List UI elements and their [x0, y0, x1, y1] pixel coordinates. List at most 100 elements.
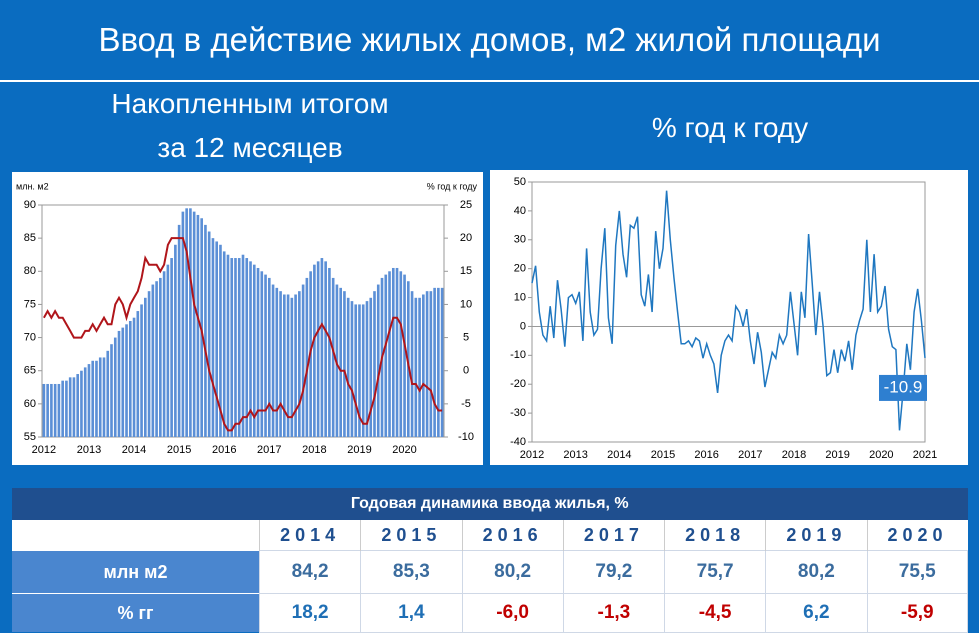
bar — [65, 380, 68, 437]
y-tick-label: 70 — [24, 331, 36, 343]
bar — [219, 244, 222, 437]
table-cell: -5,9 — [866, 593, 968, 633]
y-tick-label: 10 — [514, 291, 526, 303]
corner — [12, 520, 260, 551]
x-tick-label: 2019 — [347, 444, 371, 456]
bar — [399, 271, 403, 437]
y-tick-label: -10 — [510, 349, 526, 361]
bar — [241, 254, 245, 437]
table-cell: 79,2 — [562, 550, 666, 594]
bar — [98, 357, 102, 437]
bar — [226, 254, 230, 437]
bar — [102, 357, 106, 437]
bar — [358, 304, 361, 437]
column-header: 2018 — [663, 520, 766, 551]
bar — [117, 330, 121, 437]
bar — [298, 291, 301, 437]
y2-tick-label: -10 — [458, 431, 474, 443]
annotation: -10.9 — [884, 377, 923, 396]
y2-tick-label: 10 — [460, 298, 472, 310]
x-tick-label: 2012 — [520, 449, 544, 461]
bar — [369, 297, 373, 437]
x-tick-label: 2020 — [392, 444, 416, 456]
bar — [132, 317, 136, 437]
table-row: 2014 2015 2016 2017 2018 2019 2020 — [12, 520, 968, 551]
bar — [388, 271, 391, 437]
bar — [391, 267, 395, 437]
table-cell: 75,7 — [663, 550, 767, 594]
y2-tick-label: -5 — [461, 398, 471, 410]
bar — [53, 383, 57, 437]
bar — [433, 287, 436, 437]
bar — [294, 294, 297, 437]
table-cell: 75,5 — [866, 550, 968, 594]
bar — [174, 244, 177, 437]
column-header: 2020 — [866, 520, 968, 551]
bar — [264, 274, 267, 437]
y2-tick-label: 0 — [463, 365, 469, 377]
y-tick-label: -30 — [510, 407, 526, 419]
bar — [429, 291, 433, 437]
bar — [151, 284, 155, 437]
bar — [313, 264, 316, 437]
bar — [113, 337, 117, 437]
x-tick-label: 2014 — [607, 449, 631, 461]
x-tick-label: 2016 — [694, 449, 718, 461]
bar — [106, 350, 110, 437]
annotation-box — [879, 374, 927, 401]
bar — [425, 291, 429, 437]
y2-tick-label: 20 — [460, 232, 472, 244]
bar — [365, 301, 369, 437]
bar — [140, 304, 143, 437]
y2-tick-label: 15 — [460, 265, 472, 277]
x-tick-label: 2017 — [738, 449, 762, 461]
bar — [339, 287, 342, 437]
x-tick-label: 2018 — [782, 449, 806, 461]
y-tick-label: 80 — [24, 265, 36, 277]
table-cell: 80,2 — [765, 550, 868, 594]
bar — [267, 277, 271, 437]
bar — [271, 284, 275, 437]
table-cell: 6,2 — [765, 593, 868, 633]
title: Ввод в действие жилых домов, м2 жилой пл… — [0, 0, 979, 82]
bar — [403, 274, 406, 437]
bar — [414, 297, 418, 437]
table-cell: -1,3 — [562, 593, 666, 633]
bar — [125, 324, 128, 437]
table-cell: -4,5 — [663, 593, 767, 633]
column-header: 2016 — [461, 520, 564, 551]
table-title: Годовая динамика ввода жилья, % — [12, 488, 968, 520]
bar — [57, 383, 61, 437]
bar — [185, 208, 188, 437]
bar — [95, 360, 98, 437]
bar — [147, 291, 151, 437]
bar — [196, 214, 200, 437]
table-box: Годовая динамика ввода жилья, % 2014 2015 2… — [12, 488, 968, 633]
bar — [110, 344, 113, 437]
table: Годовая динамика ввода жилья, % 2014 2015 2… — [12, 488, 968, 633]
bar — [249, 261, 252, 437]
y-tick-label: 60 — [24, 398, 36, 410]
bar — [76, 374, 80, 437]
y-tick-label: -20 — [510, 378, 526, 390]
x-tick-label: 2016 — [212, 444, 236, 456]
bar — [422, 294, 425, 437]
bar — [260, 271, 264, 437]
table-cell: 80,2 — [461, 550, 564, 594]
bar — [354, 304, 358, 437]
y-tick-label: 20 — [514, 263, 526, 275]
bar — [204, 224, 207, 437]
bar — [324, 261, 327, 437]
y-tick-label: 65 — [24, 365, 36, 377]
subtitle: % год к году — [651, 112, 809, 143]
bar — [286, 294, 290, 437]
bar — [87, 364, 91, 437]
bar — [170, 258, 173, 437]
x-tick-label: 2013 — [77, 444, 101, 456]
column-header: 2017 — [562, 520, 665, 551]
bar — [275, 287, 279, 437]
table-row: % гг 18,2 1,4 -6,0 -1,3 -4,5 6,2 -5,9 — [12, 593, 968, 633]
bar — [155, 281, 158, 437]
x-tick-label: 2015 — [167, 444, 191, 456]
